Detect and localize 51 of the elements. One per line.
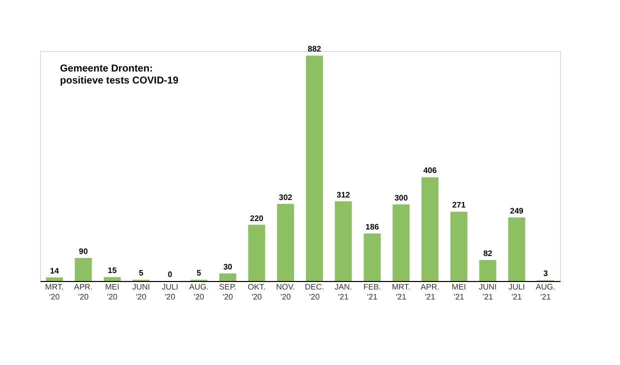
data-label: 3 — [543, 269, 548, 278]
x-tick-label: SEP. '20 — [219, 282, 236, 302]
bar — [219, 273, 236, 281]
data-label: 186 — [366, 222, 380, 232]
x-tick-label: JULI '20 — [162, 282, 178, 302]
x-tick-label: MRT. '20 — [45, 282, 64, 302]
x-tick-label: OKT. '20 — [248, 282, 266, 302]
bar — [306, 56, 323, 281]
x-tick-label: MRT. '21 — [392, 282, 410, 302]
data-label: 5 — [196, 268, 202, 278]
bar — [364, 233, 381, 281]
x-tick-label: AUG. '20 — [189, 282, 209, 302]
data-label: 14 — [50, 266, 60, 276]
bar — [392, 204, 410, 281]
data-label: 312 — [336, 190, 351, 200]
data-label: 90 — [78, 247, 88, 256]
data-label: 271 — [452, 200, 466, 210]
x-tick-label: JUNI '21 — [478, 282, 497, 302]
x-tick-label: AUG. '21 — [536, 282, 556, 302]
x-tick-label: JUNI '20 — [132, 282, 150, 302]
x-tick-label: JAN. '21 — [334, 282, 352, 302]
data-label: 30 — [223, 262, 233, 272]
data-label: 15 — [108, 266, 118, 276]
bar — [479, 260, 496, 281]
bar — [74, 258, 92, 281]
x-tick-label: JULI '21 — [508, 282, 525, 302]
bar — [104, 277, 121, 281]
x-tick-label: APR. '20 — [74, 282, 93, 302]
bar — [46, 277, 63, 281]
data-label: 220 — [250, 214, 264, 223]
x-tick-label: MEI '20 — [105, 282, 120, 302]
data-label: 5 — [138, 268, 144, 278]
bar — [334, 201, 352, 281]
bar — [277, 204, 294, 281]
x-tick-label: FEB. '21 — [363, 282, 382, 302]
x-tick-label: NOV. '20 — [276, 282, 295, 302]
data-label: 300 — [394, 193, 408, 202]
bar — [508, 217, 526, 281]
data-label: 302 — [278, 192, 293, 202]
x-tick-label: APR. '21 — [420, 282, 440, 302]
bar — [450, 212, 468, 281]
bar — [422, 177, 438, 281]
x-tick-label: MEI '21 — [452, 282, 466, 302]
data-label: 82 — [483, 249, 493, 258]
data-label: 406 — [423, 166, 438, 176]
data-label: 882 — [308, 44, 322, 54]
x-tick-label: DEC. '20 — [304, 282, 324, 302]
data-label: 249 — [510, 206, 524, 216]
data-label: 0 — [168, 270, 173, 279]
bar — [248, 224, 266, 281]
text: Gemeente Dronten: positieve tests COVID-19 — [60, 64, 179, 87]
